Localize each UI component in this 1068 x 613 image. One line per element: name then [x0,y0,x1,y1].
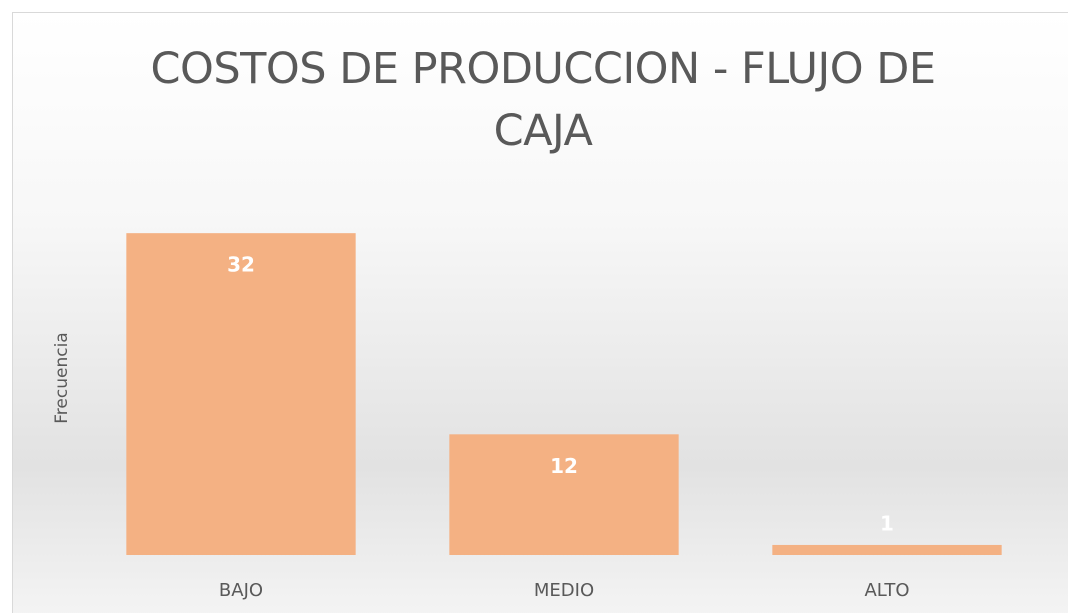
x-tick-label: ALTO [864,580,909,601]
bar [772,544,1002,555]
bar [126,233,356,555]
data-label: 1 [880,511,894,535]
x-tick-label: MEDIO [534,580,594,601]
data-label: 12 [550,454,578,478]
bar [449,434,679,555]
y-axis-label: Frecuencia [52,332,72,423]
data-label: 32 [227,253,255,277]
x-tick-label: BAJO [219,580,263,601]
chart-title: COSTOS DE PRODUCCION - FLUJO DE CAJA [150,44,936,156]
